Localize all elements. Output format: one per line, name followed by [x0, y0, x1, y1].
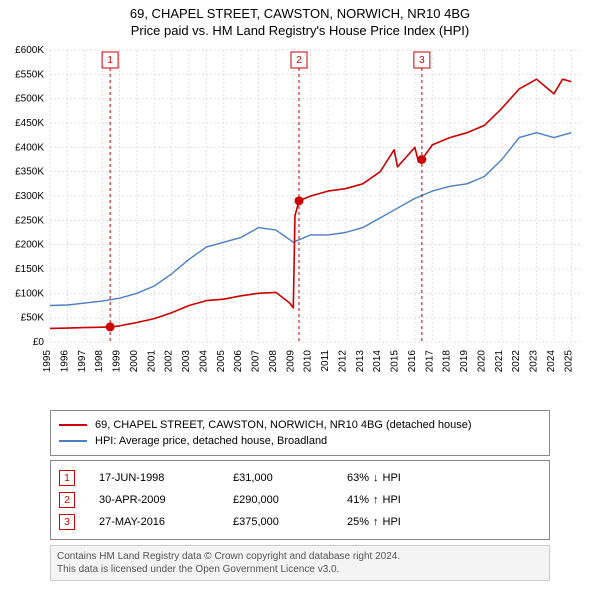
- svg-text:1996: 1996: [59, 350, 70, 373]
- svg-text:2015: 2015: [390, 350, 401, 373]
- svg-text:£300K: £300K: [15, 191, 44, 202]
- arrow-down-icon: ↓: [373, 472, 379, 484]
- attribution-footer: Contains HM Land Registry data © Crown c…: [50, 545, 550, 581]
- svg-text:£50K: £50K: [21, 313, 45, 324]
- svg-text:2008: 2008: [268, 350, 279, 373]
- svg-text:2023: 2023: [529, 350, 540, 373]
- svg-text:3: 3: [419, 55, 425, 66]
- svg-text:2012: 2012: [337, 350, 348, 373]
- arrow-up-icon: ↑: [373, 516, 379, 528]
- svg-text:£150K: £150K: [15, 264, 44, 275]
- svg-text:£550K: £550K: [15, 69, 44, 80]
- sale-row: 3 27-MAY-2016 £375,000 25% ↑ HPI: [59, 511, 541, 533]
- svg-text:2005: 2005: [216, 350, 227, 373]
- svg-text:1: 1: [107, 55, 113, 66]
- svg-text:2004: 2004: [198, 350, 209, 373]
- sale-price: £31,000: [233, 472, 323, 484]
- svg-text:1997: 1997: [77, 350, 88, 373]
- svg-text:2021: 2021: [494, 350, 505, 373]
- sale-badge: 2: [59, 492, 75, 508]
- arrow-up-icon: ↑: [373, 494, 379, 506]
- svg-text:£400K: £400K: [15, 142, 44, 153]
- svg-text:1998: 1998: [94, 350, 105, 373]
- svg-text:2001: 2001: [146, 350, 157, 373]
- title-subtitle: Price paid vs. HM Land Registry's House …: [0, 23, 600, 38]
- svg-text:2009: 2009: [285, 350, 296, 373]
- svg-text:2006: 2006: [233, 350, 244, 373]
- sale-row: 2 30-APR-2009 £290,000 41% ↑ HPI: [59, 489, 541, 511]
- sale-price: £375,000: [233, 516, 323, 528]
- chart-title-block: 69, CHAPEL STREET, CAWSTON, NORWICH, NR1…: [0, 0, 600, 38]
- svg-text:2017: 2017: [424, 350, 435, 373]
- svg-text:2000: 2000: [129, 350, 140, 373]
- legend-row-hpi: HPI: Average price, detached house, Broa…: [59, 433, 541, 449]
- legend-swatch-property: [59, 424, 87, 426]
- svg-text:2013: 2013: [355, 350, 366, 373]
- sale-badge: 3: [59, 514, 75, 530]
- svg-text:£500K: £500K: [15, 94, 44, 105]
- sale-date: 27-MAY-2016: [99, 516, 209, 528]
- chart-area: £0 £50K £100K £150K £200K £250K £300K £350K £400…: [0, 42, 600, 400]
- footer-line1: Contains HM Land Registry data © Crown c…: [57, 550, 543, 563]
- sale-date: 17-JUN-1998: [99, 472, 209, 484]
- svg-text:£600K: £600K: [15, 45, 44, 56]
- svg-text:2024: 2024: [546, 350, 557, 373]
- sales-table: 1 17-JUN-1998 £31,000 63% ↓ HPI 2 30-APR…: [50, 460, 550, 540]
- svg-text:£250K: £250K: [15, 215, 44, 226]
- svg-text:2: 2: [296, 55, 302, 66]
- svg-text:2014: 2014: [372, 350, 383, 373]
- svg-text:2022: 2022: [511, 350, 522, 373]
- sale-delta: 41% ↑ HPI: [347, 494, 401, 506]
- sale-row: 1 17-JUN-1998 £31,000 63% ↓ HPI: [59, 467, 541, 489]
- svg-text:1995: 1995: [42, 350, 53, 373]
- title-address: 69, CHAPEL STREET, CAWSTON, NORWICH, NR1…: [0, 6, 600, 21]
- legend: 69, CHAPEL STREET, CAWSTON, NORWICH, NR1…: [50, 410, 550, 456]
- svg-text:2025: 2025: [563, 350, 574, 373]
- svg-text:1999: 1999: [112, 350, 123, 373]
- svg-text:£200K: £200K: [15, 240, 44, 251]
- svg-text:£350K: £350K: [15, 167, 44, 178]
- legend-label-hpi: HPI: Average price, detached house, Broa…: [95, 433, 327, 449]
- svg-text:2020: 2020: [476, 350, 487, 373]
- svg-text:2016: 2016: [407, 350, 418, 373]
- svg-text:£100K: £100K: [15, 288, 44, 299]
- svg-text:£0: £0: [33, 337, 45, 348]
- svg-text:2002: 2002: [164, 350, 175, 373]
- legend-row-property: 69, CHAPEL STREET, CAWSTON, NORWICH, NR1…: [59, 417, 541, 433]
- svg-text:2018: 2018: [442, 350, 453, 373]
- svg-text:2011: 2011: [320, 350, 331, 372]
- svg-text:2010: 2010: [303, 350, 314, 373]
- svg-text:2003: 2003: [181, 350, 192, 373]
- svg-text:£450K: £450K: [15, 118, 44, 129]
- legend-label-property: 69, CHAPEL STREET, CAWSTON, NORWICH, NR1…: [95, 417, 472, 433]
- legend-swatch-hpi: [59, 440, 87, 442]
- footer-line2: This data is licensed under the Open Gov…: [57, 563, 543, 576]
- sale-date: 30-APR-2009: [99, 494, 209, 506]
- sale-delta: 25% ↑ HPI: [347, 516, 401, 528]
- svg-text:2007: 2007: [251, 350, 262, 373]
- sale-delta: 63% ↓ HPI: [347, 472, 401, 484]
- chart-svg: £0 £50K £100K £150K £200K £250K £300K £350K £400…: [0, 42, 600, 400]
- svg-text:2019: 2019: [459, 350, 470, 373]
- sale-price: £290,000: [233, 494, 323, 506]
- sale-badge: 1: [59, 470, 75, 486]
